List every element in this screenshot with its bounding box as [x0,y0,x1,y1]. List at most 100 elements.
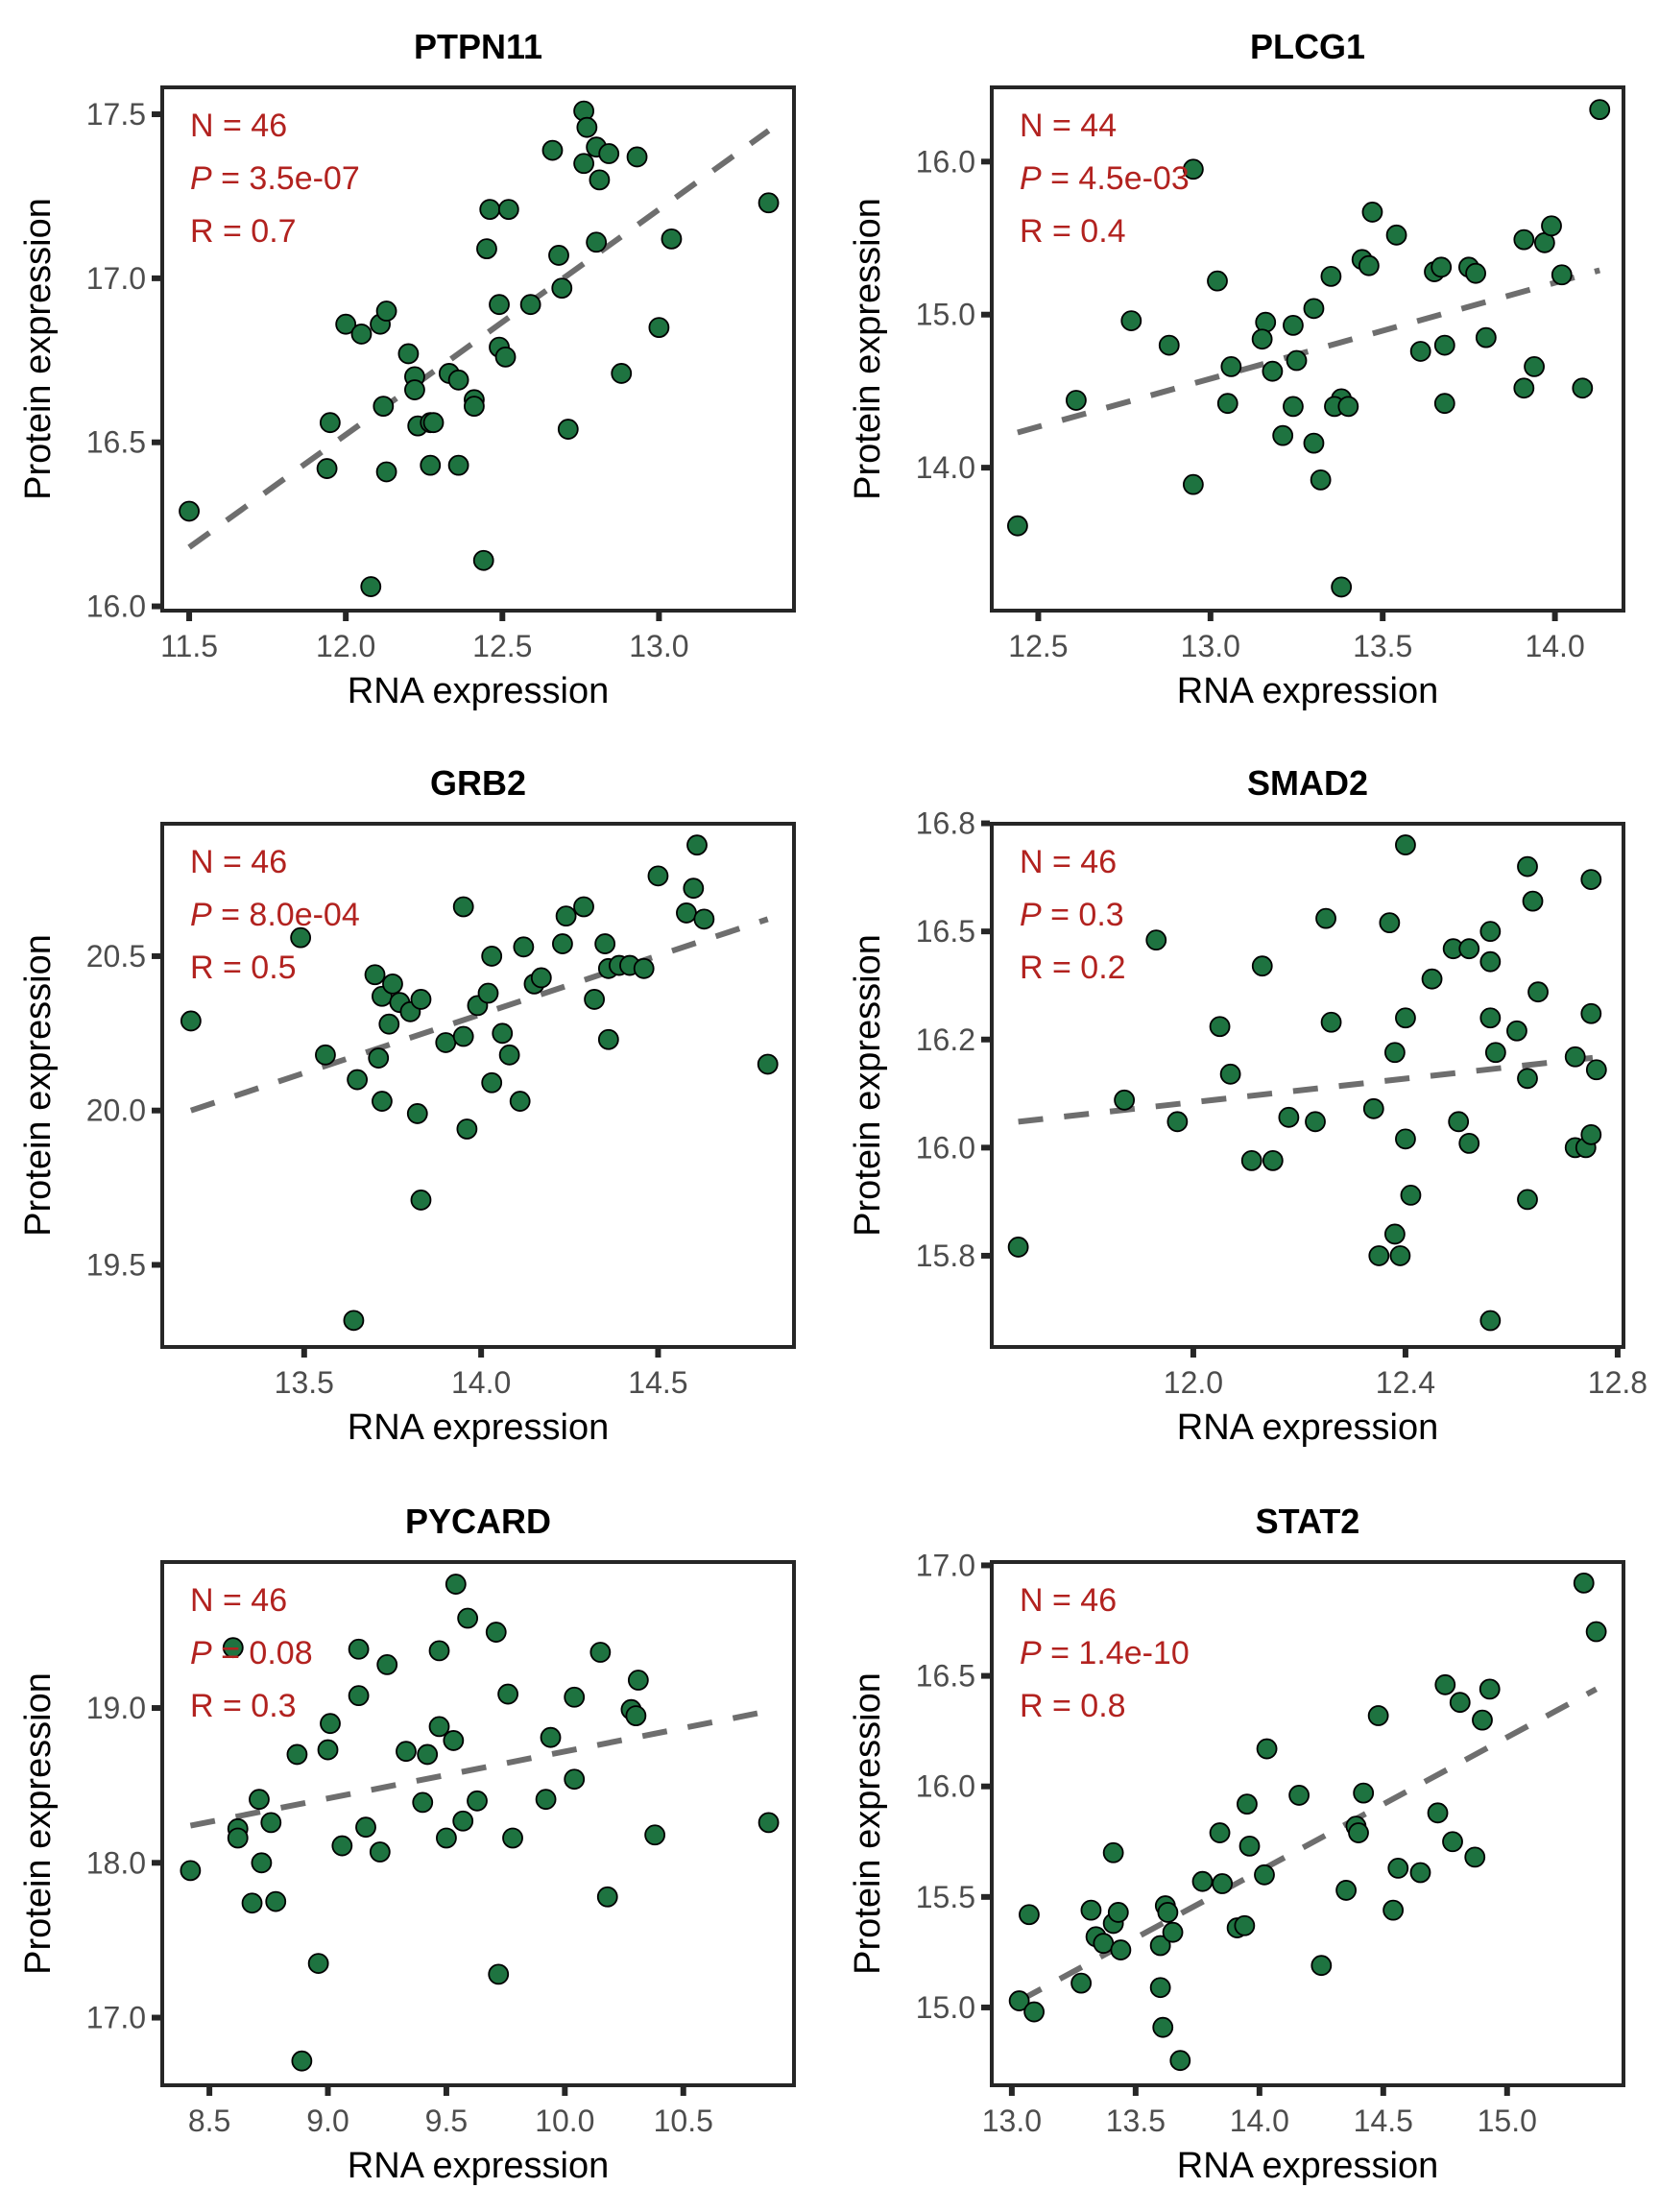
data-point [661,228,683,250]
data-point [1262,1149,1284,1171]
x-tick-label: 14.5 [1354,2104,1413,2138]
data-point [1589,99,1611,121]
y-tick-label: 16.5 [916,1659,975,1694]
data-point [1389,1245,1411,1266]
data-point [1114,1089,1136,1111]
panel-ptpn11: PTPN11 N = 46 P = 3.5e-07 R = 0.7 11.5 12.0 12… [18,27,796,711]
data-point [1513,228,1535,251]
x-tick-label: 13.0 [1181,629,1240,663]
data-point [378,1013,400,1035]
x-tick-label: 12.5 [1008,629,1068,663]
data-point [479,199,501,221]
stat-p-symbol: P [1020,897,1042,933]
plot-area [992,824,1623,1347]
data-point [1335,1880,1358,1901]
data-point [1484,1042,1506,1064]
data-point [1272,424,1294,446]
data-point [502,1827,523,1849]
data-point [1475,326,1497,349]
x-tick-label: 10.5 [654,2104,713,2138]
x-axis-title: RNA expression [348,671,609,711]
data-point [452,1810,474,1832]
data-point [481,1071,503,1094]
y-tick-label: 17.5 [86,97,146,132]
data-point [348,1638,370,1660]
data-point [1551,264,1573,286]
x-tick-label: 9.5 [425,2104,468,2138]
panel-border [160,822,796,1349]
data-point [1465,262,1486,284]
data-point [447,454,469,476]
data-point [1506,1020,1527,1042]
x-tick-label: 13.5 [1353,629,1412,663]
data-point [457,1607,479,1629]
data-point [1182,473,1204,495]
x-tick-label: 12.8 [1588,1365,1647,1400]
data-point [1182,158,1204,180]
data-point [1310,1955,1333,1977]
data-point [1219,1063,1241,1085]
x-axis-title: RNA expression [1177,1407,1438,1448]
stat-p-symbol: P [190,1635,212,1671]
data-point [467,1790,488,1812]
data-point [1169,2050,1191,2072]
x-tick-label: 9.0 [306,2104,349,2138]
y-axis-title: Protein expression [848,934,888,1237]
data-point [317,1739,339,1761]
data-point [1564,1046,1586,1068]
data-point [1479,950,1502,973]
data-point [1427,1802,1449,1824]
data-point [1166,1111,1189,1133]
data-point [498,1044,520,1066]
data-point [417,1743,439,1766]
data-point [1472,1709,1493,1731]
data-point [693,908,715,930]
data-point [1479,1678,1501,1700]
x-tick-label: 14.5 [628,1365,687,1400]
data-point [1149,1977,1171,1999]
data-point [180,1860,202,1882]
stat-p-symbol: P [190,160,212,197]
data-point [412,1791,434,1814]
x-tick-label: 12.4 [1376,1365,1435,1400]
y-tick-label: 16.0 [86,589,146,624]
data-point [1191,1870,1214,1892]
stat-r-label: R = 0.7 [190,213,297,250]
data-point [1256,1738,1278,1760]
data-point [1479,1007,1502,1029]
data-point [428,1640,450,1662]
data-point [319,412,341,434]
data-point [576,116,598,138]
data-point [1385,224,1407,246]
y-tick-label: 20.5 [86,939,146,974]
data-point [1353,1782,1375,1804]
x-axis-title: RNA expression [348,1407,609,1448]
data-point [1409,1862,1431,1884]
data-point [1023,2001,1046,2023]
data-point [1383,1042,1406,1064]
data-point [286,1743,308,1766]
stat-p-value: = 4.5e-03 [1042,160,1190,197]
y-axis-title: Protein expression [848,198,888,500]
x-tick-label: 13.5 [1106,2104,1166,2138]
data-point [265,1890,287,1912]
y-tick-label: 16.8 [916,806,975,841]
data-point [347,1069,369,1091]
data-point [1337,396,1359,418]
data-point [485,1622,507,1643]
data-point [1240,1149,1262,1171]
stat-n-label: N = 46 [190,1582,287,1619]
data-point [1585,1621,1607,1643]
data-point [1110,1939,1132,1960]
trend-line [189,916,769,1114]
data-point [564,1686,586,1708]
data-point [376,1654,398,1675]
data-point [530,967,552,989]
data-point [1251,328,1273,350]
data-point [598,143,620,164]
data-point [348,1685,370,1707]
data-point [335,313,357,335]
data-point [1238,1835,1261,1857]
stat-p-label: P = 4.5e-03 [1020,160,1190,197]
